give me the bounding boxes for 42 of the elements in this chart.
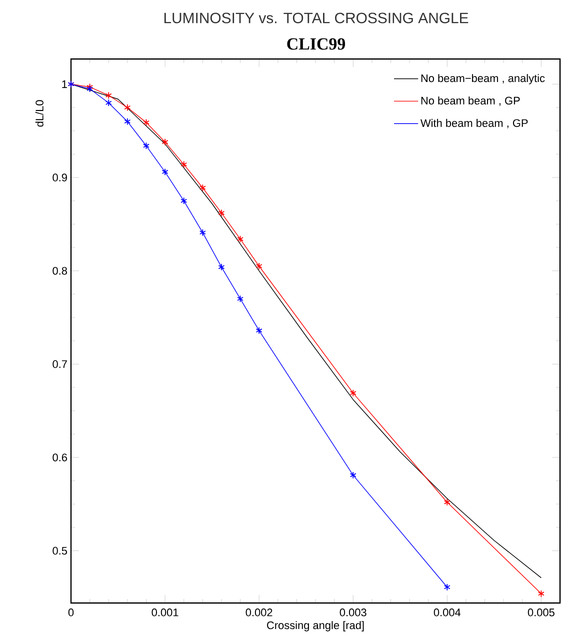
x-tick-label: 0.002 (246, 608, 272, 616)
point (350, 389, 356, 397)
point (199, 228, 206, 236)
point (444, 498, 450, 506)
point (199, 184, 206, 192)
x-tick-label: 0.001 (152, 608, 178, 616)
point (180, 197, 188, 204)
y-tick-label: 0.7 (52, 360, 67, 368)
x-tick-label: 0.005 (528, 608, 554, 616)
point (237, 295, 244, 302)
legend-label: No beam beam , GP (421, 96, 520, 106)
y-tick-label: 1 (62, 80, 67, 88)
chart-title: LUMINOSITY vs. TOTAL CROSSING ANGLE (164, 12, 468, 24)
point (350, 472, 356, 479)
y-tick-label: 0.8 (52, 266, 67, 275)
point (162, 168, 168, 176)
x-tick-label: 0.004 (434, 608, 461, 616)
point (444, 583, 450, 591)
y-tick-label: 0.5 (52, 546, 68, 555)
x-axis-title: Crossing angle [rad] (267, 621, 364, 632)
point (218, 263, 225, 271)
y-tick-label: 0.9 (52, 174, 67, 182)
point (256, 262, 262, 270)
point (538, 590, 544, 598)
legend-label: No beam−beam , analytic (421, 74, 545, 84)
point (256, 326, 262, 334)
point (143, 118, 150, 126)
y-tick-label: 0.6 (52, 454, 67, 462)
point (105, 99, 112, 106)
point (143, 142, 150, 150)
x-tick-label: 0.003 (340, 608, 366, 616)
point (162, 138, 168, 146)
point (218, 209, 225, 217)
chart-subtitle: CLIC99 (287, 38, 346, 50)
point (105, 92, 112, 100)
legend-label: With beam beam , GP (420, 118, 528, 128)
point (237, 235, 244, 243)
point (124, 104, 131, 112)
point (124, 118, 131, 126)
x-tick-label: 0 (68, 608, 74, 616)
point (180, 160, 188, 168)
y-axis-title: dL/L0 (35, 100, 44, 127)
